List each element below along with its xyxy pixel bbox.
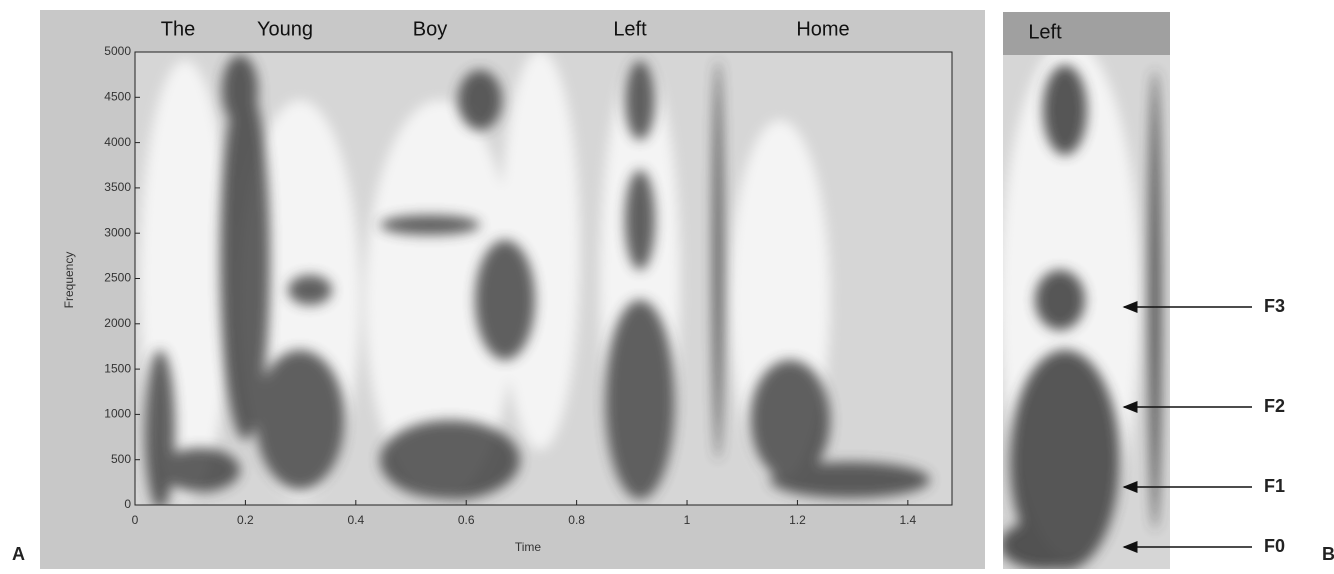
x-tick-label: 1.4: [899, 513, 916, 527]
x-tick-label: 0.6: [458, 513, 475, 527]
panel-label: B: [1322, 544, 1334, 564]
x-tick-label: 0.8: [568, 513, 585, 527]
figure: Frequency Time A Left B 0 0.2 0.4 0.6 0.8 1 1.…: [0, 0, 1334, 569]
x-tick-label: 1.2: [789, 513, 806, 527]
y-tick-label: 4000: [104, 135, 131, 149]
word-label: Left: [613, 18, 647, 40]
formant-label: F1: [1264, 476, 1285, 496]
formant-label: F3: [1264, 296, 1285, 316]
y-tick-label: 3000: [104, 225, 131, 239]
x-tick-label: 1: [684, 513, 691, 527]
x-tick-label: 0.4: [347, 513, 364, 527]
formant-label: F2: [1264, 396, 1285, 416]
y-tick-label: 1500: [104, 361, 131, 375]
y-tick-label: 0: [124, 497, 131, 511]
word-label: Home: [796, 18, 849, 40]
panel-label: A: [12, 544, 25, 564]
x-tick-label: 0.2: [237, 513, 254, 527]
y-axis-label: Frequency: [62, 252, 76, 309]
word-label: Young: [257, 18, 313, 40]
word-label: Boy: [413, 18, 447, 40]
word-label: The: [161, 18, 195, 40]
x-tick-label: 0: [132, 513, 139, 527]
x-axis-label: Time: [515, 540, 542, 554]
y-tick-label: 500: [111, 452, 131, 466]
formant-label: F0: [1264, 536, 1285, 556]
y-tick-label: 5000: [104, 44, 131, 58]
y-tick-label: 1000: [104, 407, 131, 421]
y-tick-label: 2500: [104, 271, 131, 285]
y-tick-label: 4500: [104, 89, 131, 103]
y-tick-label: 2000: [104, 316, 131, 330]
y-tick-label: 3500: [104, 180, 131, 194]
panel-b-title: Left: [1028, 21, 1062, 43]
